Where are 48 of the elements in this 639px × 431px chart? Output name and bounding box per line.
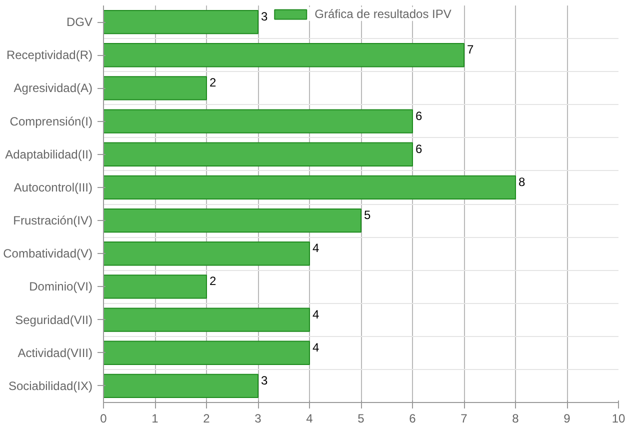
x-tick-label: 10 (612, 412, 626, 426)
data-label: 8 (518, 174, 526, 189)
data-label: 2 (210, 76, 216, 90)
data-label: 4 (312, 307, 320, 322)
y-tick-label: Frustración(IV) (13, 214, 93, 228)
y-tick-label: Combatividad(V) (3, 246, 93, 261)
data-label: 7 (467, 42, 474, 57)
x-tick-label: 2 (203, 412, 210, 426)
data-label: 2 (210, 274, 216, 288)
data-label: 3 (261, 10, 268, 24)
bar (104, 175, 516, 200)
bar (104, 109, 413, 134)
x-tick-label: 5 (358, 412, 365, 426)
y-tick-label: Comprensión(I) (10, 114, 93, 128)
x-tick-label: 9 (564, 412, 571, 426)
x-tick-label: 0 (100, 412, 108, 426)
y-tick-label: Sociabilidad(IX) (8, 378, 93, 393)
legend-label: Gráfica de resultados IPV (314, 7, 452, 21)
data-label: 5 (364, 208, 371, 222)
bar (104, 308, 310, 332)
bar (104, 274, 207, 299)
y-tick-label: Adaptabilidad(II) (5, 147, 93, 162)
bar (104, 208, 362, 233)
x-tick-label: 4 (306, 412, 314, 426)
x-tick-label: 7 (460, 412, 468, 426)
bar (104, 10, 258, 34)
y-tick-label: DGV (66, 15, 93, 30)
bar (104, 142, 413, 166)
bar (104, 43, 464, 68)
bar (104, 374, 258, 398)
data-label: 4 (312, 340, 320, 354)
data-label: 4 (312, 241, 320, 256)
y-tick-label: Seguridad(VII) (15, 312, 93, 327)
x-tick-label: 6 (409, 412, 416, 426)
bar (104, 340, 310, 365)
data-label: 3 (261, 373, 268, 388)
bar (104, 76, 207, 100)
y-tick-label: Agresividad(A) (14, 81, 93, 96)
y-tick-label: Dominio(VI) (29, 280, 93, 294)
data-label: 6 (416, 142, 422, 156)
x-tick-label: 3 (254, 412, 262, 426)
x-tick-label: 8 (512, 412, 520, 426)
x-tick-label: 1 (152, 412, 159, 426)
y-tick-label: Actividad(VIII) (18, 346, 93, 360)
data-label: 6 (416, 108, 422, 123)
y-tick-label: Receptividad(R) (6, 48, 93, 62)
y-tick-label: Autocontrol(III) (14, 180, 93, 194)
bar (104, 242, 310, 266)
